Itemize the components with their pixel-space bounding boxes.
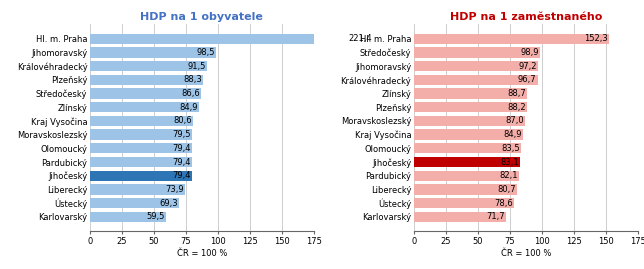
Text: 88,7: 88,7 bbox=[507, 89, 526, 98]
Text: 88,2: 88,2 bbox=[507, 103, 526, 112]
Text: 78,6: 78,6 bbox=[495, 199, 513, 208]
Bar bbox=[414, 75, 538, 85]
Text: 79,4: 79,4 bbox=[172, 158, 191, 167]
Text: 79,4: 79,4 bbox=[172, 171, 191, 180]
Title: HDP na 1 obyvatele: HDP na 1 obyvatele bbox=[140, 12, 263, 22]
Text: 71,7: 71,7 bbox=[486, 212, 505, 221]
Bar bbox=[90, 89, 201, 99]
Bar bbox=[414, 34, 609, 44]
Bar bbox=[414, 116, 526, 126]
Bar bbox=[90, 157, 191, 167]
Text: 82,1: 82,1 bbox=[500, 171, 518, 180]
Bar bbox=[90, 61, 207, 71]
Bar bbox=[414, 157, 520, 167]
Bar bbox=[414, 198, 515, 208]
Bar bbox=[90, 75, 203, 85]
Text: 87,0: 87,0 bbox=[506, 116, 524, 125]
Bar bbox=[90, 171, 191, 181]
Text: 59,5: 59,5 bbox=[147, 212, 165, 221]
Bar bbox=[414, 89, 527, 99]
Text: 84,9: 84,9 bbox=[503, 130, 522, 139]
Text: 80,6: 80,6 bbox=[173, 116, 192, 125]
Text: 91,5: 91,5 bbox=[187, 62, 206, 71]
Bar bbox=[90, 143, 191, 153]
Text: 152,3: 152,3 bbox=[584, 34, 607, 43]
Bar bbox=[414, 102, 527, 112]
Bar bbox=[414, 129, 522, 140]
Text: 83,1: 83,1 bbox=[500, 158, 519, 167]
Bar bbox=[90, 34, 373, 44]
Bar bbox=[414, 212, 506, 222]
Bar bbox=[414, 143, 521, 153]
X-axis label: ČR = 100 %: ČR = 100 % bbox=[176, 249, 227, 258]
Text: 98,5: 98,5 bbox=[196, 48, 215, 57]
Text: 84,9: 84,9 bbox=[179, 103, 198, 112]
Bar bbox=[90, 184, 185, 194]
Text: 97,2: 97,2 bbox=[518, 62, 537, 71]
Text: 69,3: 69,3 bbox=[159, 199, 178, 208]
Text: 88,3: 88,3 bbox=[183, 75, 202, 84]
Bar bbox=[414, 47, 540, 58]
Text: 83,5: 83,5 bbox=[501, 144, 520, 153]
Bar bbox=[90, 198, 178, 208]
Bar bbox=[90, 116, 193, 126]
Text: 79,4: 79,4 bbox=[172, 144, 191, 153]
Bar bbox=[90, 102, 198, 112]
Bar bbox=[414, 61, 538, 71]
Text: 86,6: 86,6 bbox=[181, 89, 200, 98]
Bar bbox=[414, 171, 519, 181]
Text: 98,9: 98,9 bbox=[521, 48, 540, 57]
Bar bbox=[90, 47, 216, 58]
Bar bbox=[414, 184, 517, 194]
Text: 96,7: 96,7 bbox=[518, 75, 536, 84]
Text: 73,9: 73,9 bbox=[165, 185, 184, 194]
Text: 79,5: 79,5 bbox=[172, 130, 191, 139]
X-axis label: ČR = 100 %: ČR = 100 % bbox=[500, 249, 551, 258]
Title: HDP na 1 zaměstnaného: HDP na 1 zaměstnaného bbox=[450, 12, 602, 22]
Text: 221,4: 221,4 bbox=[348, 34, 372, 43]
Bar bbox=[90, 129, 192, 140]
Text: 80,7: 80,7 bbox=[498, 185, 516, 194]
Bar bbox=[90, 212, 166, 222]
